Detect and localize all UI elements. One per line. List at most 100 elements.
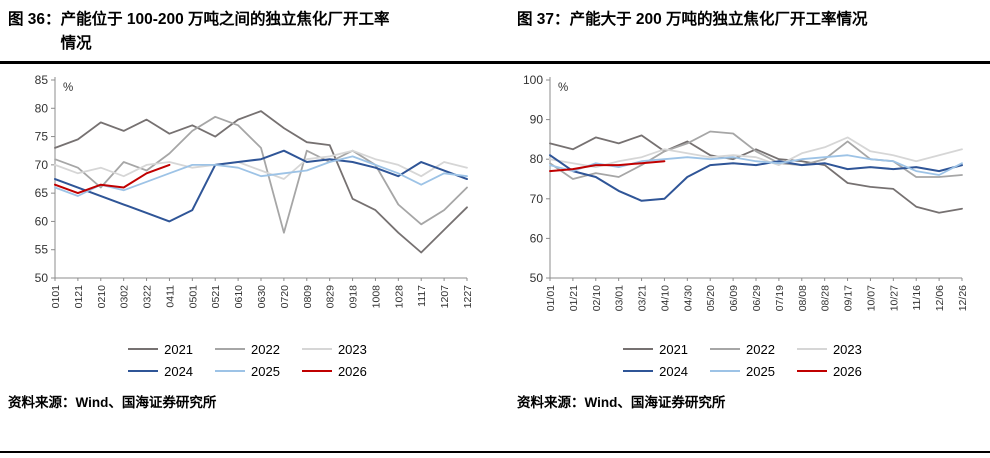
x-tick-label: 01/01 (545, 284, 557, 310)
y-tick-label: 85 (34, 73, 48, 87)
x-tick-label: 08/08 (796, 284, 808, 310)
y-tick-label: 70 (529, 191, 543, 205)
x-tick-label: 10/07 (865, 284, 877, 310)
legend-swatch-2023 (301, 347, 332, 351)
x-tick-label: 0210 (95, 284, 107, 308)
series-line-2026 (53, 163, 170, 194)
fig37-title-text: 产能大于 200 万吨的独立焦化厂开工率情况 (569, 11, 868, 28)
figure-titles-row: 图 36： 产能位于 100-200 万吨之间的独立焦化厂开工率情况 图 37：… (0, 0, 990, 56)
legend-label: 2022 (746, 341, 775, 357)
y-tick-label: 80 (34, 101, 48, 115)
legend-swatch-2026 (301, 369, 332, 373)
legend-item-2023: 2023 (301, 342, 367, 357)
legend-label: 2021 (164, 341, 194, 357)
x-tick-label: 03/01 (613, 284, 625, 310)
legend-item-2026: 2026 (796, 364, 862, 379)
legend-label: 2025 (251, 363, 280, 379)
x-tick-label: 05/20 (705, 284, 717, 310)
series-line-2024 (548, 153, 963, 202)
legend-item-2025: 2025 (215, 364, 280, 379)
charts-row: 50 55 60 65 70 75 80 85% 0101 0121 0210 0302 0322 041… (0, 72, 990, 411)
x-tick-label: 12/26 (957, 284, 969, 310)
x-tick-label: 0829 (324, 284, 336, 308)
legend-item-2021: 2021 (128, 342, 193, 357)
legend-swatch-2022 (215, 347, 246, 351)
y-tick-label: 75 (34, 129, 48, 143)
y-tick-label: 50 (34, 271, 48, 285)
legend-label: 2024 (659, 363, 689, 379)
legend-swatch-2026 (796, 369, 827, 373)
x-tick-label: 0121 (72, 284, 84, 308)
y-tick-label: 50 (529, 271, 543, 285)
x-tick-label: 01/21 (567, 284, 579, 310)
x-tick-label: 09/17 (842, 284, 854, 310)
x-tick-label: 0302 (118, 284, 130, 308)
legend-item-2026: 2026 (301, 363, 367, 379)
y-tick-label: 80 (529, 152, 543, 166)
y-tick-label: 90 (529, 112, 543, 126)
legend-item-2024: 2024 (128, 364, 193, 379)
series-line-2023 (548, 136, 963, 168)
y-axis-unit: % (63, 82, 73, 94)
x-tick-label: 11/16 (911, 284, 923, 310)
x-tick-label: 1227 (462, 284, 474, 308)
x-tick-label: 08/28 (819, 284, 831, 310)
series-line-2023 (53, 149, 468, 180)
fig36-label: 图 36： (8, 11, 61, 28)
x-tick-label: 0322 (141, 284, 153, 308)
fig36-title-text: 产能位于 100-200 万吨之间的独立焦化厂开工率情况 (60, 11, 390, 53)
fig37-label: 图 37： (517, 11, 570, 28)
legend-swatch-2023 (796, 347, 827, 351)
x-tick-label: 03/21 (636, 284, 648, 310)
legend-item-2021: 2021 (623, 342, 688, 357)
legend-swatch-2024 (623, 369, 654, 373)
legend-swatch-2025 (215, 369, 246, 373)
legend-label: 2026 (337, 363, 367, 379)
y-axis-unit: % (558, 82, 568, 94)
fig37-title: 图 37： 产能大于 200 万吨的独立焦化厂开工率情况 (495, 8, 990, 56)
x-tick-label: 0501 (187, 284, 199, 308)
x-tick-label: 0918 (347, 284, 359, 308)
series-line-2024 (53, 149, 468, 222)
fig37-legend: 2021 2022 2023 2024 2025 2026 (623, 342, 862, 379)
fig37-chart: 50 60 70 80 90 100% 01/01 01/21 02/10 03/01 03/21 0… (522, 73, 969, 311)
bottom-rule (0, 451, 990, 453)
fig37-source: 资料来源：Wind、国海证券研究所 (517, 394, 726, 410)
series-line-2022 (548, 130, 963, 180)
legend-label: 2022 (251, 341, 280, 357)
x-tick-label: 1117 (416, 284, 428, 306)
legend-label: 2025 (746, 363, 775, 379)
x-tick-label: 1008 (370, 284, 382, 308)
x-tick-label: 06/09 (728, 284, 740, 310)
series-line-2025 (548, 153, 963, 176)
legend-swatch-2024 (128, 369, 159, 373)
y-tick-label: 55 (34, 242, 48, 256)
legend-item-2022: 2022 (710, 342, 775, 357)
legend-label: 2021 (659, 341, 689, 357)
top-rule (0, 61, 990, 64)
x-tick-label: 1207 (439, 284, 451, 308)
legend-label: 2024 (164, 363, 194, 379)
fig36-source: 资料来源：Wind、国海证券研究所 (8, 394, 217, 410)
series-line-2022 (53, 115, 468, 234)
x-tick-label: 0610 (233, 284, 245, 308)
series-line-2025 (53, 155, 468, 197)
fig37-chart-area: 50 60 70 80 90 100% 01/01 01/21 02/10 03/01 03/21 0… (495, 72, 990, 411)
series-line-2026 (548, 159, 665, 172)
legend-swatch-2021 (128, 347, 159, 351)
x-tick-label: 02/10 (590, 284, 602, 310)
x-tick-label: 10/27 (888, 284, 900, 310)
x-tick-label: 0521 (210, 284, 222, 308)
x-tick-label: 0101 (50, 284, 62, 308)
legend-item-2023: 2023 (796, 341, 862, 357)
series-line-2021 (548, 134, 963, 214)
legend-label: 2023 (832, 341, 862, 357)
y-tick-label: 100 (522, 73, 542, 87)
fig36-legend: 2021 2022 2023 2024 2025 2026 (128, 342, 367, 379)
x-tick-label: 0411 (164, 284, 176, 307)
series-line-2021 (53, 109, 468, 253)
fig36-chart: 50 55 60 65 70 75 80 85% 0101 0121 0210 0302 0322 041… (34, 73, 474, 308)
legend-item-2025: 2025 (710, 364, 775, 379)
legend-swatch-2025 (710, 369, 741, 373)
